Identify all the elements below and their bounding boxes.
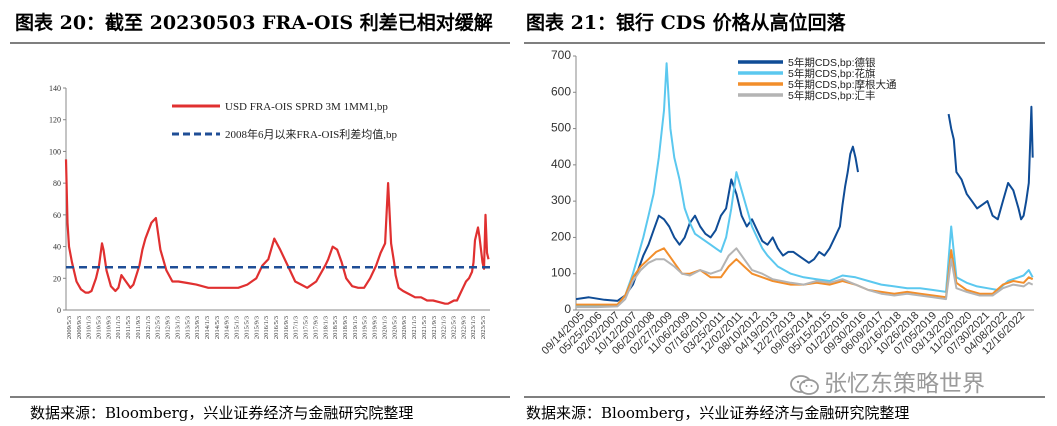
x-tick-label: 2016/1/3 [263, 316, 270, 339]
right-figure-source: 数据来源：Bloomberg，兴业证券经济与金融研究院整理 [526, 404, 910, 422]
bank-cds-chart: 010020030040050060070009/14/200505/25/20… [540, 48, 1034, 357]
legend-label-2: 2008年6月以来FRA-OIS利差均值,bp [225, 127, 398, 141]
x-tick-label: 2020/1/3 [381, 316, 388, 339]
x-tick-label: 2013/5/3 [184, 316, 191, 339]
x-tick-label: 2022/1/3 [441, 316, 448, 339]
x-tick-label: 2022/9/3 [460, 316, 467, 339]
series-line-1 [575, 105, 1034, 302]
x-tick-label: 2023/1/3 [470, 316, 477, 339]
x-tick-label: 2013/1/3 [174, 316, 181, 339]
x-tick-label: 2011/5/3 [125, 316, 132, 339]
x-tick-label: 2021/1/3 [411, 316, 418, 339]
y-tick-label: 100 [551, 266, 571, 280]
x-tick-label: 2023/5/3 [480, 316, 487, 339]
x-tick-label: 2014/1/3 [204, 316, 211, 339]
y-tick-label: 40 [53, 243, 61, 252]
legend-label-4: 5年期CDS,bp:汇丰 [788, 89, 876, 102]
series-line-2 [575, 62, 1034, 308]
y-tick-label: 0 [564, 302, 571, 316]
wechat-icon [790, 374, 819, 395]
x-tick-label: 2016/5/3 [273, 316, 280, 339]
legend-label-2: 5年期CDS,bp:花旗 [788, 67, 876, 80]
right-figure-title: 图表 21：银行 CDS 价格从高位回落 [526, 12, 846, 34]
y-tick-label: 500 [551, 121, 571, 135]
y-tick-label: 200 [551, 229, 571, 243]
x-tick-label: 2010/5/3 [96, 316, 103, 339]
x-tick-label: 2018/1/3 [322, 316, 329, 339]
legend-label-1: 5年期CDS,bp:德银 [788, 56, 876, 69]
x-tick-label: 2012/9/3 [165, 316, 172, 339]
x-tick-label: 2020/9/3 [401, 316, 408, 339]
x-tick-label: 2010/9/3 [105, 316, 112, 339]
y-tick-label: 600 [551, 84, 571, 98]
x-tick-label: 2019/1/3 [352, 316, 359, 339]
fra-ois-spread-chart: 0 20 40 60 80 100 120 140 2009/5/3 2009/9/3 2010/1… [49, 84, 490, 339]
y-tick-label: 0 [57, 306, 61, 315]
x-tick-label: 2017/9/3 [312, 316, 319, 339]
x-tick-label: 2022/5/3 [450, 316, 457, 339]
right-title-rule [524, 42, 1045, 44]
y-tick-label: 20 [53, 274, 61, 283]
y-tick-label: 80 [53, 179, 61, 188]
x-tick-label: 2011/9/3 [135, 316, 142, 339]
x-tick-label: 2021/5/3 [421, 316, 428, 339]
left-figure-panel: 图表 20：截至 20230503 FRA-OIS 利差已相对缓解 0 20 40 6… [0, 0, 520, 426]
x-tick-label: 2021/9/3 [431, 316, 438, 339]
y-tick-label: 300 [551, 193, 571, 207]
x-tick-label: 2019/5/3 [362, 316, 369, 339]
x-tick-label: 2016/9/3 [283, 316, 290, 339]
left-source-rule [10, 396, 510, 398]
y-tick-label: 60 [53, 211, 61, 220]
x-tick-label: 2020/5/3 [391, 316, 398, 339]
x-tick-label: 2015/9/3 [253, 316, 260, 339]
x-tick-label: 2015/1/3 [234, 316, 241, 339]
series-line-1 [64, 159, 490, 305]
x-tick-label: 2010/1/3 [86, 316, 93, 339]
x-tick-label: 2015/5/3 [243, 316, 250, 339]
x-tick-label: 2018/5/3 [332, 316, 339, 339]
x-tick-label: 2018/9/3 [342, 316, 349, 339]
left-figure-source: 数据来源：Bloomberg，兴业证券经济与金融研究院整理 [30, 404, 414, 422]
y-tick-label: 140 [49, 84, 61, 93]
right-source-rule [524, 396, 1045, 398]
x-tick-label: 2011/1/3 [115, 316, 122, 339]
left-figure-title: 图表 20：截至 20230503 FRA-OIS 利差已相对缓解 [15, 12, 493, 34]
x-tick-label: 2012/5/3 [155, 316, 162, 339]
right-figure-panel: 图表 21：银行 CDS 价格从高位回落 0 100 200 300 400 500 600… [524, 0, 1057, 426]
wechat-watermark: 张忆东策略世界 [790, 364, 985, 398]
x-tick-label: 2009/5/3 [66, 316, 73, 339]
series-line-4 [576, 247, 1034, 309]
y-tick-label: 400 [551, 157, 571, 171]
x-tick-label: 2012/1/3 [145, 316, 152, 339]
y-tick-label: 100 [49, 147, 61, 156]
legend-label-1: USD FRA-OIS SPRD 3M 1MM1,bp [225, 101, 388, 113]
x-tick-label: 2017/1/3 [293, 316, 300, 339]
y-tick-label: 120 [49, 116, 61, 125]
x-tick-label: 2019/9/3 [372, 316, 379, 339]
x-tick-label: 2009/9/3 [76, 316, 83, 339]
y-tick-label: 700 [551, 48, 571, 62]
watermark-text: 张忆东策略世界 [824, 371, 985, 397]
left-title-rule [10, 42, 510, 44]
series-line-3 [576, 247, 1034, 306]
x-tick-label: 2017/5/3 [303, 316, 310, 339]
legend-label-3: 5年期CDS,bp:摩根大通 [788, 78, 897, 91]
x-tick-label: 2014/9/3 [224, 316, 231, 339]
x-tick-label: 2014/5/3 [214, 316, 221, 339]
x-tick-label: 2013/9/3 [194, 316, 201, 339]
